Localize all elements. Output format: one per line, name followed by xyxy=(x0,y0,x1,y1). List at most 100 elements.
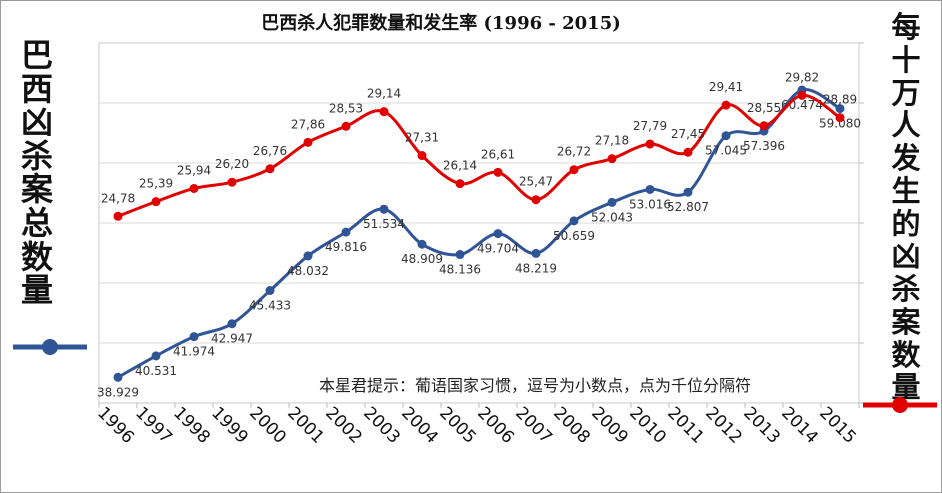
total-homicides-point xyxy=(113,372,123,382)
homicide-rate-point xyxy=(835,113,845,123)
total-homicides-point xyxy=(265,286,275,296)
total-homicides-data-label: 57.396 xyxy=(743,139,785,153)
homicide-rate-data-label: 28,53 xyxy=(329,101,363,115)
x-tick-label: 2004 xyxy=(397,403,442,448)
total-homicides-point xyxy=(417,239,427,249)
homicide-rate-data-label: 25,94 xyxy=(177,163,211,177)
x-tick-label: 2015 xyxy=(815,403,860,448)
homicide-rate-point xyxy=(151,197,161,207)
x-tick-label: 1999 xyxy=(207,403,252,448)
x-tick-label: 2011 xyxy=(663,403,708,448)
total-homicides-point xyxy=(151,351,161,361)
homicide-rate-data-label: 27,31 xyxy=(405,131,439,145)
homicide-rate-data-label: 26,76 xyxy=(253,144,287,158)
x-tick-label: 2003 xyxy=(359,403,404,448)
total-homicides-data-label: 52.043 xyxy=(591,210,633,224)
total-homicides-point xyxy=(379,204,389,214)
homicide-rate-point xyxy=(607,154,617,164)
homicide-rate-data-label: 27,18 xyxy=(595,134,629,148)
homicide-rate-data-label: 24,78 xyxy=(101,191,135,205)
total-homicides-data-label: 48.032 xyxy=(287,264,329,278)
homicide-rate-point xyxy=(303,137,313,147)
homicide-rate-data-label: 26,14 xyxy=(443,159,477,173)
homicide-rate-point xyxy=(341,121,351,131)
total-homicides-point xyxy=(721,131,731,141)
legend-marker-total-homicides xyxy=(42,339,58,355)
total-homicides-data-label: 51.534 xyxy=(363,217,405,231)
x-tick-label: 1997 xyxy=(131,403,176,448)
homicide-rate-point xyxy=(531,195,541,205)
total-homicides-data-label: 49.816 xyxy=(325,240,367,254)
total-homicides-point xyxy=(683,187,693,197)
total-homicides-point xyxy=(531,248,541,258)
x-tick-label: 2012 xyxy=(701,403,746,448)
homicide-rate-data-label: 27,79 xyxy=(633,119,667,133)
homicide-rate-data-label: 29,14 xyxy=(367,87,401,101)
total-homicides-data-label: 41.974 xyxy=(173,345,215,359)
x-tick-label: 2006 xyxy=(473,403,518,448)
right-axis-label: 每十万人发生的凶杀案数量 xyxy=(891,10,921,405)
total-homicides-data-label: 57.045 xyxy=(705,144,747,158)
homicide-rate-data-label: 26,72 xyxy=(557,145,591,159)
x-tick-label: 1998 xyxy=(169,403,214,448)
total-homicides-data-label: 53.016 xyxy=(629,197,671,211)
total-homicides-point xyxy=(341,227,351,237)
homicide-rate-point xyxy=(721,100,731,110)
x-tick-label: 2000 xyxy=(245,403,290,448)
homicide-rate-point xyxy=(683,147,693,157)
x-tick-label: 2013 xyxy=(739,403,784,448)
total-homicides-data-label: 50.659 xyxy=(553,229,595,243)
homicide-rate-point xyxy=(113,211,123,221)
total-homicides-point xyxy=(569,216,579,226)
homicide-rate-data-label: 28,89 xyxy=(823,93,857,107)
x-tick-label: 2005 xyxy=(435,403,480,448)
homicide-rate-point xyxy=(265,164,275,174)
chart-title: 巴西杀人犯罪数量和发生率 (1996 - 2015) xyxy=(261,13,621,34)
total-homicides-series-line xyxy=(117,88,841,379)
homicide-rate-data-label: 25,47 xyxy=(519,175,553,189)
homicide-rate-point xyxy=(797,90,807,100)
total-homicides-point xyxy=(227,319,237,329)
homicide-rate-data-label: 26,20 xyxy=(215,157,249,171)
x-tick-label: 2010 xyxy=(625,403,670,448)
total-homicides-point xyxy=(607,197,617,207)
total-homicides-point xyxy=(835,104,845,114)
total-homicides-point xyxy=(189,332,199,342)
x-tick-label: 2009 xyxy=(587,403,632,448)
total-homicides-data-label: 48.219 xyxy=(515,261,557,275)
homicide-rate-data-label: 27,45 xyxy=(671,127,705,141)
total-homicides-data-label: 48.136 xyxy=(439,263,481,277)
homicide-rate-data-label: 27,86 xyxy=(291,117,325,131)
homicide-rate-data-label: 25,39 xyxy=(139,177,173,191)
chart-note: 本星君提示：葡语国家习惯，逗号为小数点，点为千位分隔符 xyxy=(319,376,752,395)
total-homicides-point xyxy=(455,250,465,260)
legend-marker-homicide-rate xyxy=(892,397,908,413)
homicide-rate-point xyxy=(759,121,769,131)
x-tick-label: 1996 xyxy=(93,403,138,448)
x-tick-label: 2007 xyxy=(511,403,556,448)
total-homicides-data-label: 48.909 xyxy=(401,252,443,266)
homicide-rate-point xyxy=(455,179,465,189)
total-homicides-data-label: 42.947 xyxy=(211,332,253,346)
homicide-rate-data-label: 29,82 xyxy=(785,70,819,84)
homicide-rate-point xyxy=(417,151,427,161)
homicide-rate-data-label: 28,55 xyxy=(747,101,781,115)
homicide-rate-point xyxy=(493,167,503,177)
x-tick-label: 2008 xyxy=(549,403,594,448)
total-homicides-data-label: 49.704 xyxy=(477,242,519,256)
total-homicides-point xyxy=(303,251,313,261)
total-homicides-data-label: 38.929 xyxy=(97,385,139,399)
homicide-rate-point xyxy=(379,107,389,117)
homicide-rate-data-label: 29,41 xyxy=(709,80,743,94)
x-tick-label: 2002 xyxy=(321,403,366,448)
left-axis-label: 巴西凶杀案总数量 xyxy=(20,36,53,310)
homicide-rate-point xyxy=(645,139,655,149)
total-homicides-point xyxy=(645,184,655,194)
total-homicides-data-label: 52.807 xyxy=(667,200,709,214)
total-homicides-point xyxy=(493,229,503,239)
homicide-rate-point xyxy=(569,165,579,175)
total-homicides-data-label: 59.080 xyxy=(819,117,861,131)
x-tick-label: 2014 xyxy=(777,403,822,448)
homicide-rate-data-label: 26,61 xyxy=(481,147,515,161)
